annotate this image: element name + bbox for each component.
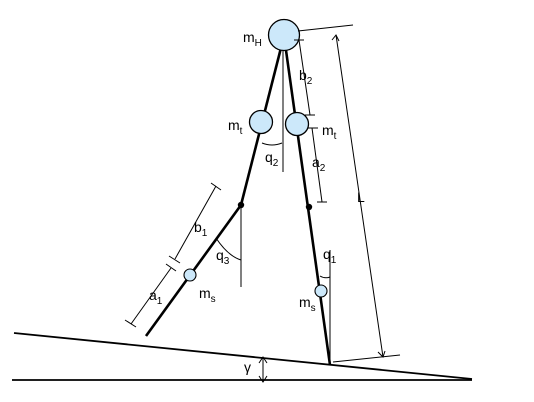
stance-leg [282,35,332,366]
b2-label: b2 [299,67,313,87]
stance-thigh-mass-label: mt [322,122,337,142]
q1-arc [319,275,331,279]
q2-arc [261,142,283,146]
q2-label: q2 [265,149,279,169]
b1-label: b1 [194,219,208,239]
slope-line [13,332,473,380]
stance-knee-point [305,203,313,211]
stance-shank-mass [314,284,328,298]
hip-mass [267,18,301,52]
slope-angle-marker [258,356,268,383]
q3-arc [215,237,242,261]
leg-length-label: L [357,189,365,205]
leg-length-dimension [297,24,401,363]
swing-thigh-mass-label: mt [228,117,243,137]
swing-thigh-mass [248,109,274,135]
b1-dimension [168,182,222,264]
swing-shank-mass-label: ms [199,285,216,305]
a1-label: a1 [149,287,163,307]
a2-dimension [308,127,327,203]
hip-mass-label: mH [243,29,262,49]
q1-label: q1 [323,246,337,266]
a1-dimension [124,263,177,328]
gamma-label: γ [244,359,251,375]
b2-dimension [294,39,315,116]
stance-thigh-mass [284,111,310,137]
a2-label: a2 [312,154,326,174]
swing-shank-mass [183,268,197,282]
q3-label: q3 [216,247,230,267]
stance-shank-mass-label: ms [299,294,316,314]
